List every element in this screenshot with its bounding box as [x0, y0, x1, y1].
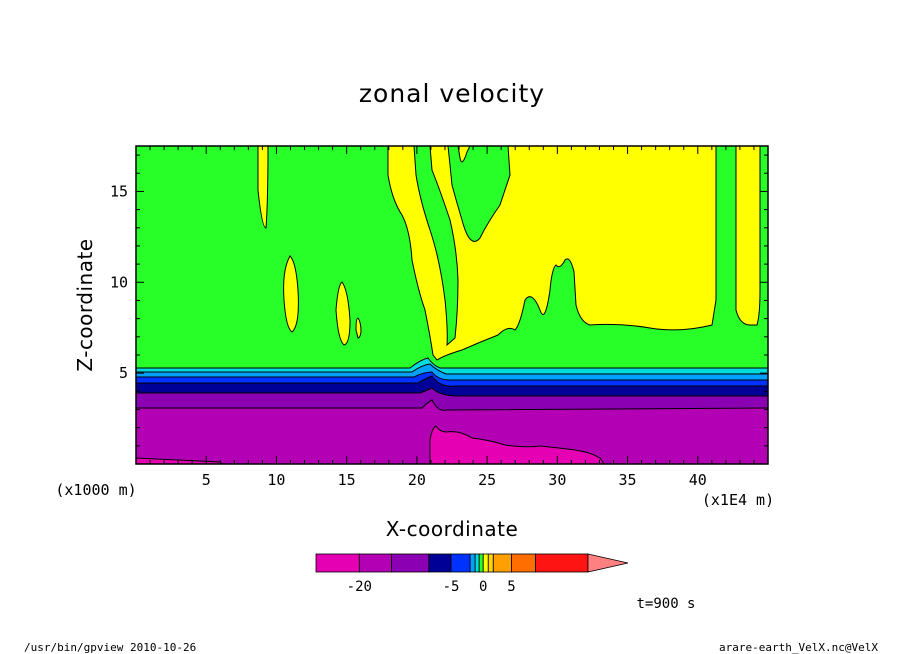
- colorbar-segment: [511, 553, 537, 573]
- colorbar-tick-label: -20: [347, 579, 372, 595]
- colorbar-segment: [428, 553, 452, 573]
- blob-left-2: [283, 255, 299, 333]
- x-axis-label: X-coordinate: [386, 517, 519, 541]
- colorbar-tick-label: 5: [507, 579, 515, 595]
- y-tick-label: 15: [110, 182, 128, 200]
- chart-title: zonal velocity: [359, 79, 545, 108]
- surface-patch-main: [429, 425, 605, 465]
- footer-left: /usr/bin/gpview 2010-10-26: [24, 641, 196, 654]
- x-tick-label: 15: [338, 471, 356, 489]
- plot-area: [135, 145, 769, 465]
- blob-left-1: [257, 145, 269, 229]
- y-axis: 5 10 15: [110, 154, 768, 465]
- x-scale-note: (x1E4 m): [702, 491, 774, 509]
- colorbar-segment: [469, 553, 476, 573]
- colorbar-segment: [535, 553, 589, 573]
- colorbar-segment: [478, 553, 484, 573]
- y-scale-note: (x1000 m): [55, 481, 136, 499]
- blob-left-4: [355, 317, 362, 339]
- y-axis-label: Z-coordinate: [73, 238, 97, 371]
- right-yellow-strip: [735, 145, 761, 326]
- colorbar: -20 -5 0 5: [315, 553, 629, 595]
- x-tick-label: 5: [202, 471, 211, 489]
- x-tick-label: 20: [408, 471, 426, 489]
- x-tick-label: 35: [619, 471, 637, 489]
- plume-inner-yellow: [457, 145, 471, 163]
- plume-inner-green-2: [447, 145, 511, 242]
- time-label: t=900 s: [636, 596, 695, 612]
- x-tick-label: 25: [478, 471, 496, 489]
- y-tick-label: 5: [119, 364, 128, 382]
- colorbar-tick-label: 0: [479, 579, 487, 595]
- x-tick-label: 40: [689, 471, 707, 489]
- colorbar-segment: [391, 553, 430, 573]
- colorbar-segment: [482, 553, 489, 573]
- x-tick-label: 30: [548, 471, 566, 489]
- colorbar-extension: [587, 553, 629, 573]
- plot-frame: [135, 145, 769, 465]
- colorbar-segment: [315, 553, 360, 573]
- colorbar-tick-label: -5: [443, 579, 460, 595]
- colorbar-segment: [358, 553, 392, 573]
- x-tick-label: 10: [267, 471, 285, 489]
- plume-inner-green-1: [413, 145, 459, 347]
- x-axis: 5 10 15 20 25 30 35 40: [135, 146, 769, 489]
- y-tick-label: 10: [110, 273, 128, 291]
- colorbar-segment: [487, 553, 494, 573]
- footer-right: arare-earth_VelX.nc@VelX: [719, 641, 878, 654]
- colorbar-segment: [492, 553, 512, 573]
- colorbar-segment: [474, 553, 480, 573]
- colorbar-segment: [450, 553, 471, 573]
- blob-left-3: [335, 281, 351, 346]
